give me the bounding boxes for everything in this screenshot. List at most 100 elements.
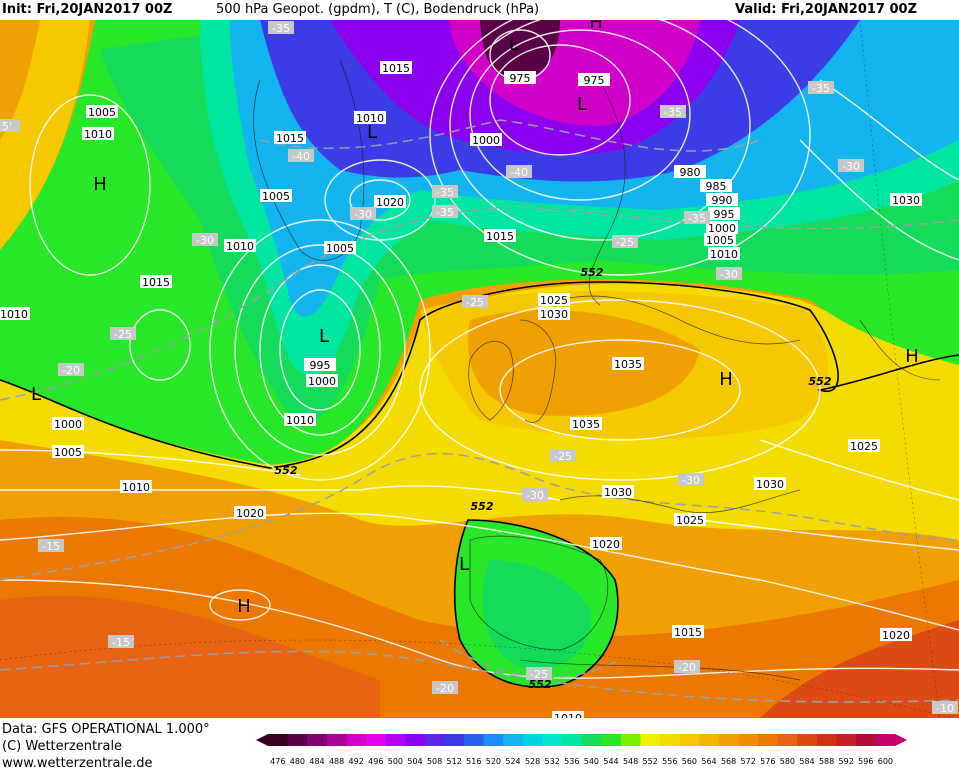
isotherm-label: -25 bbox=[616, 236, 634, 249]
isobar-label-bg bbox=[284, 413, 316, 426]
isobar-label: 1010 bbox=[356, 112, 384, 125]
colorbar-tick-label: 584 bbox=[799, 757, 814, 766]
colorbar-tick-label: 488 bbox=[329, 757, 344, 766]
isobar-label: 1020 bbox=[882, 629, 910, 642]
isotherm-label-bg bbox=[58, 363, 84, 376]
isobar-label-bg bbox=[504, 71, 536, 84]
isobar-label: 1010 bbox=[554, 712, 582, 718]
isotherm-label: -20 bbox=[678, 661, 696, 674]
isotherm-label-bg bbox=[0, 119, 20, 132]
isobar-label: 995 bbox=[310, 359, 331, 372]
colorbar-swatch bbox=[287, 734, 308, 746]
isobar-label: 1010 bbox=[122, 481, 150, 494]
low-pressure-marker: L bbox=[509, 34, 519, 55]
colorbar-tick-label: 536 bbox=[564, 757, 579, 766]
isotherm-label-bg bbox=[612, 235, 638, 248]
isobar-label: 1000 bbox=[708, 222, 736, 235]
colorbar-tick-label: 564 bbox=[701, 757, 716, 766]
isotherm-label: -40 bbox=[510, 166, 528, 179]
isobar-label: 1030 bbox=[540, 308, 568, 321]
colorbar-tick-label: 600 bbox=[878, 757, 893, 766]
isotherm-label: -30 bbox=[842, 160, 860, 173]
isobar-label: 1035 bbox=[572, 418, 600, 431]
isobar-label: 1010 bbox=[84, 128, 112, 141]
colorbar-tick-label: 592 bbox=[839, 757, 854, 766]
colorbar-swatch bbox=[346, 734, 367, 746]
low-pressure-marker: L bbox=[459, 554, 469, 575]
isobar-label-bg bbox=[706, 193, 738, 206]
colorbar-tick-label: 532 bbox=[545, 757, 560, 766]
isotherm-label-bg bbox=[462, 295, 488, 308]
colorbar-swatch bbox=[562, 734, 583, 746]
colorbar-swatch bbox=[699, 734, 720, 746]
copyright: (C) Wetterzentrale bbox=[2, 739, 123, 754]
isobar-label: 1000 bbox=[308, 375, 336, 388]
isotherm-label: -35 bbox=[272, 22, 290, 35]
isotherm-label-bg bbox=[678, 473, 704, 486]
isotherm-label-bg bbox=[684, 211, 710, 224]
geopotential-label: 552 bbox=[471, 500, 494, 513]
colorbar-tick-label: 480 bbox=[290, 757, 305, 766]
colorbar-swatch bbox=[601, 734, 622, 746]
colorbar-swatch bbox=[326, 734, 347, 746]
isobar-label: 1010 bbox=[710, 248, 738, 261]
low-pressure-marker: L bbox=[319, 326, 329, 347]
isobar-label: 1010 bbox=[0, 308, 28, 321]
band-deep-orange bbox=[0, 596, 380, 718]
isobar-label: 1025 bbox=[676, 514, 704, 527]
high-pressure-marker: H bbox=[93, 174, 107, 195]
isobar-label: 1030 bbox=[756, 478, 784, 491]
isotherm-label: -30 bbox=[720, 268, 738, 281]
isobar-label-bg bbox=[538, 307, 570, 320]
isobars bbox=[0, 20, 959, 679]
isobar-label-bg bbox=[260, 189, 292, 202]
isotherm-label-bg bbox=[838, 159, 864, 172]
isobar-label: 995 bbox=[714, 208, 735, 221]
isotherm-label: -30 bbox=[354, 208, 372, 221]
colorbar-swatch bbox=[424, 734, 445, 746]
colorbar-swatch bbox=[738, 734, 759, 746]
colorbar-swatch bbox=[503, 734, 524, 746]
isobar-label-bg bbox=[538, 293, 570, 306]
colorbar-swatch bbox=[797, 734, 818, 746]
colorbar-swatch bbox=[542, 734, 563, 746]
isobar-label: 1005 bbox=[262, 190, 290, 203]
colorbar-tick-label: 508 bbox=[427, 757, 442, 766]
colorbar-tick-label: 572 bbox=[741, 757, 756, 766]
isotherm-label-bg bbox=[660, 105, 686, 118]
isotherm-label: 5' bbox=[2, 120, 12, 133]
colorbar-swatch bbox=[777, 734, 798, 746]
colorbar-tick-label: 512 bbox=[447, 757, 462, 766]
valid-time: Valid: Fri,20JAN2017 00Z bbox=[735, 2, 918, 17]
colorbar-tick-label: 580 bbox=[780, 757, 795, 766]
isobar-label-bg bbox=[86, 105, 118, 118]
isobar-label: 1000 bbox=[54, 418, 82, 431]
isotherm-label-bg bbox=[288, 149, 314, 162]
isobar-label-bg bbox=[354, 111, 386, 124]
isobar-label-bg bbox=[612, 357, 644, 370]
colorbar-tick-label: 552 bbox=[643, 757, 658, 766]
colorbar-swatch bbox=[366, 734, 387, 746]
colorbar-tick-label: 540 bbox=[584, 757, 599, 766]
isotherm-label-bg bbox=[38, 539, 64, 552]
colorbar-swatch bbox=[483, 734, 504, 746]
colorbar-tick-label: 560 bbox=[682, 757, 697, 766]
isotherm-label-bg bbox=[432, 185, 458, 198]
isobar-label: 1015 bbox=[674, 626, 702, 639]
isotherm-label: -25 bbox=[554, 450, 572, 463]
isobar-label: 1025 bbox=[850, 440, 878, 453]
isobar-label: 1005 bbox=[54, 446, 82, 459]
isobar-label-bg bbox=[0, 307, 30, 320]
colorbar-swatch bbox=[640, 734, 661, 746]
colorbar-tick-label: 568 bbox=[721, 757, 736, 766]
isobar-label-bg bbox=[672, 625, 704, 638]
isobar-label-bg bbox=[890, 193, 922, 206]
colorbar-swatch bbox=[758, 734, 779, 746]
colorbar-tick-label: 588 bbox=[819, 757, 834, 766]
isotherm-label: -40 bbox=[292, 150, 310, 163]
isotherm-label-bg bbox=[716, 267, 742, 280]
isobar-label-bg bbox=[708, 247, 740, 260]
colorbar-tick-label: 556 bbox=[662, 757, 677, 766]
isobar-label-bg bbox=[140, 275, 172, 288]
